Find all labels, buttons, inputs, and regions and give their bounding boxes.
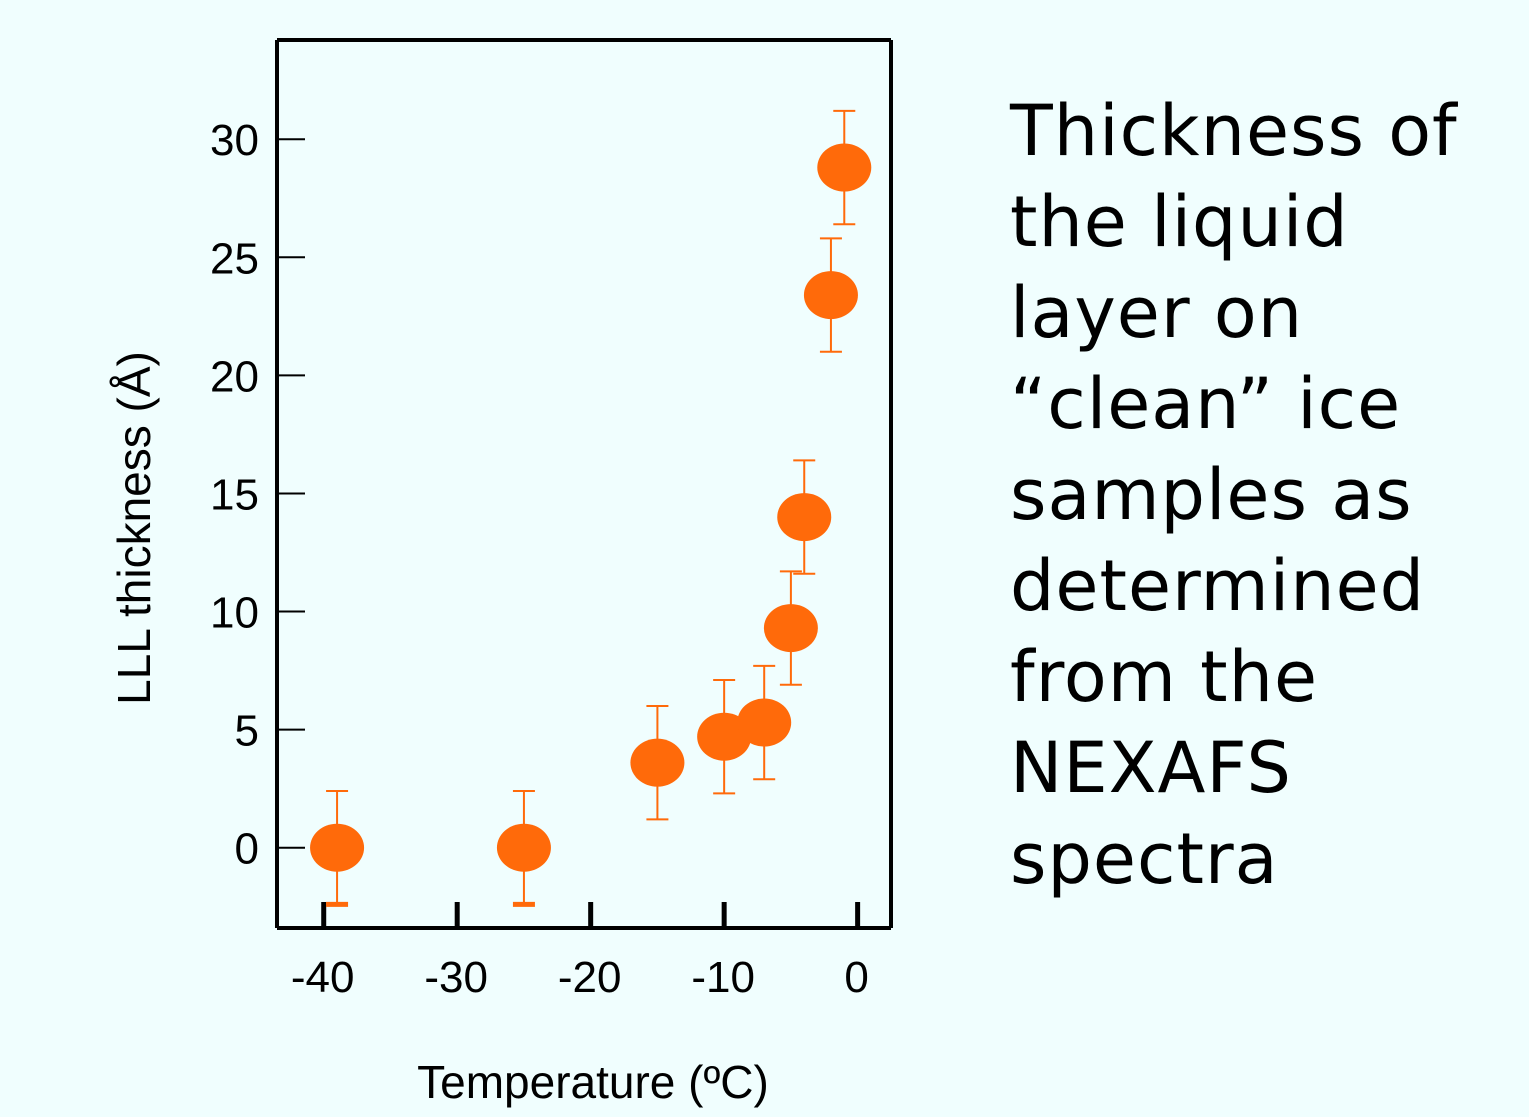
- x-tick-label: 0: [844, 953, 868, 1002]
- data-point: [630, 738, 685, 787]
- x-axis-title: Temperature (ºC): [417, 1056, 769, 1108]
- caption-line: “clean” ice: [1010, 363, 1402, 445]
- caption-line: the liquid: [1010, 181, 1349, 263]
- caption-line: from the: [1010, 636, 1319, 718]
- caption-line: NEXAFS: [1010, 727, 1292, 809]
- x-tick-label: -30: [424, 953, 488, 1002]
- data-point: [310, 823, 365, 872]
- data-point: [817, 143, 872, 192]
- plot-frame: [275, 38, 893, 930]
- caption-line: samples as: [1010, 454, 1413, 536]
- y-tick-label: 15: [210, 470, 259, 519]
- x-tick-label: -10: [691, 953, 755, 1002]
- y-tick-label: 30: [210, 116, 259, 165]
- data-point: [803, 271, 858, 320]
- x-tick-label: -40: [291, 953, 355, 1002]
- caption-line: determined: [1010, 545, 1426, 627]
- data-point: [496, 823, 551, 872]
- caption-line: spectra: [1010, 818, 1279, 900]
- caption-line: Thickness of: [1010, 90, 1458, 172]
- y-tick-label: 20: [210, 352, 259, 401]
- y-tick-label: 10: [210, 589, 259, 638]
- y-tick-label: 0: [235, 825, 259, 874]
- x-axis: -40 -30 -20 -10 0: [291, 902, 869, 1002]
- y-axis-title: LLL thickness (Å): [108, 351, 160, 705]
- y-tick-label: 5: [235, 707, 259, 756]
- y-axis: 0 5 10 15 20 25 30: [210, 116, 305, 874]
- data-point: [737, 698, 792, 747]
- caption: Thickness of the liquid layer on “clean”…: [1010, 86, 1525, 905]
- error-bars: [326, 109, 856, 907]
- data-point: [777, 493, 832, 542]
- x-tick-label: -20: [558, 953, 622, 1002]
- caption-line: layer on: [1010, 272, 1304, 354]
- y-tick-label: 25: [210, 234, 259, 283]
- data-point: [763, 604, 818, 653]
- data-points: [310, 143, 872, 872]
